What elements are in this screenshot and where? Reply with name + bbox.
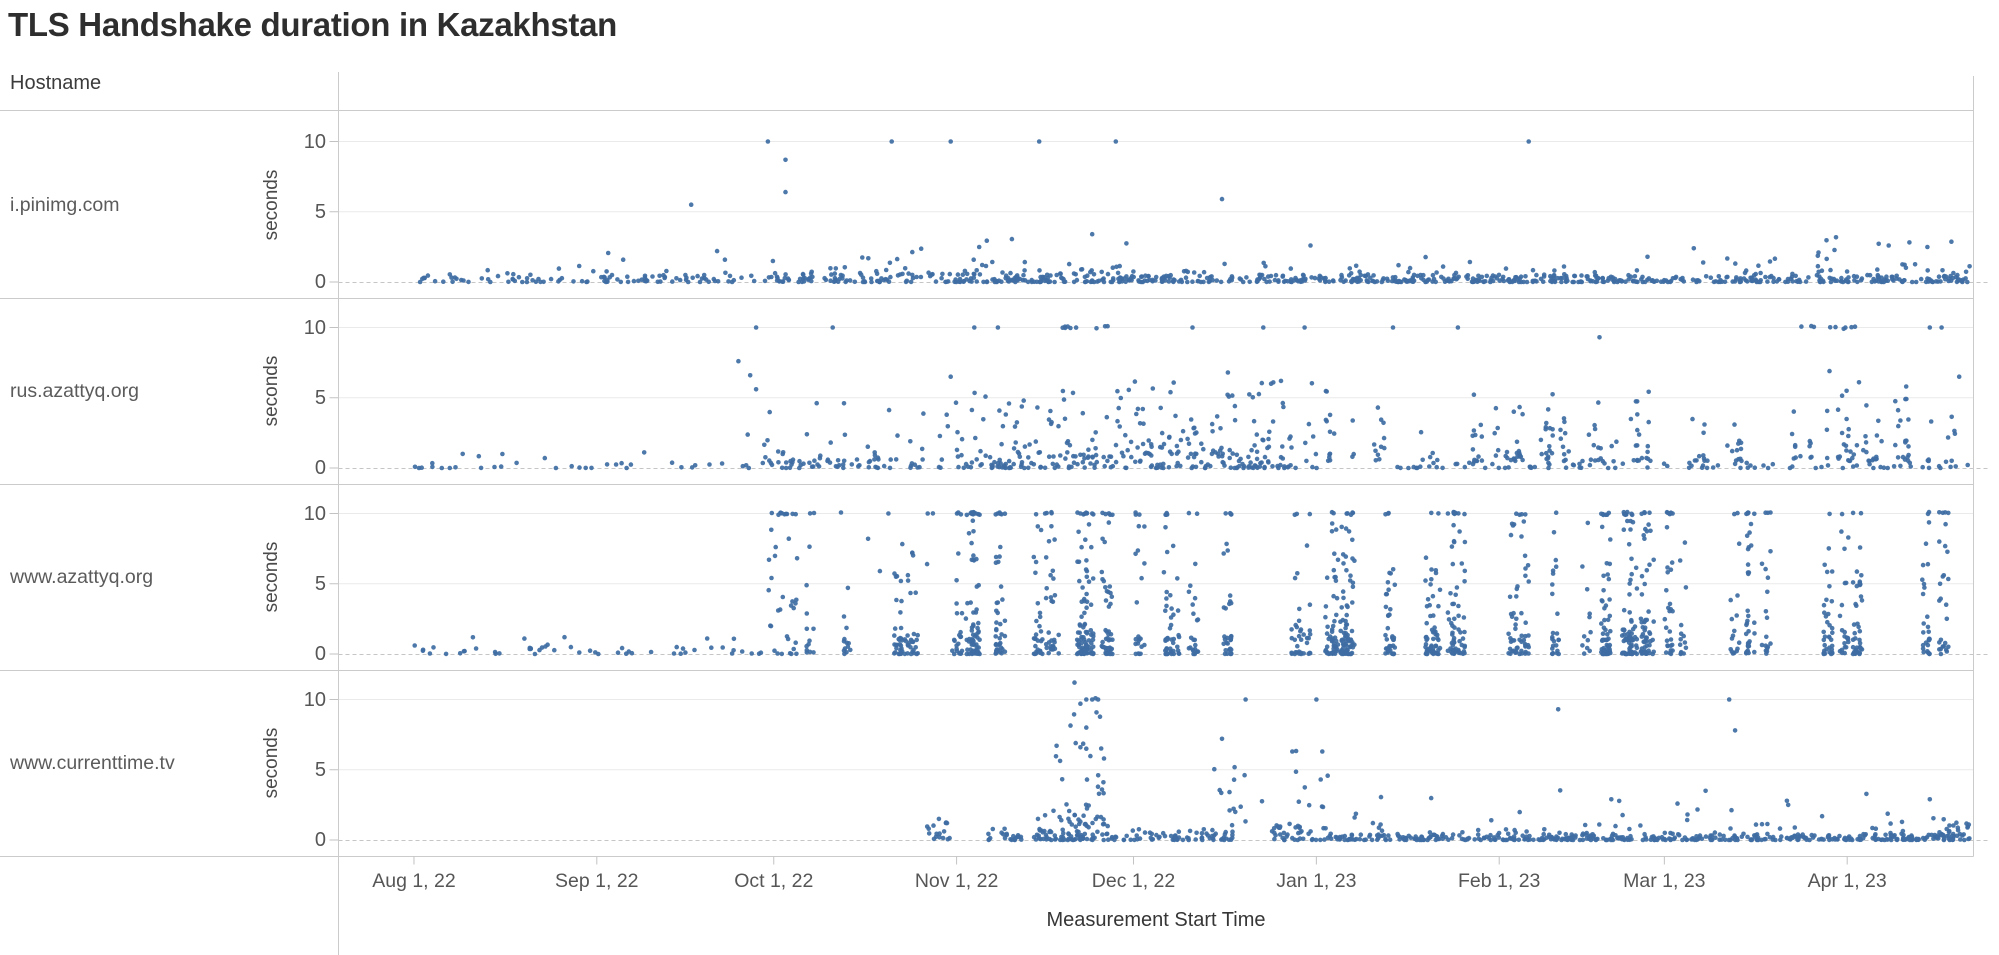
y-tick-label: 10 [303,130,326,153]
y-axis-title-seconds: seconds [261,541,282,613]
y-axis-title-seconds: seconds [261,727,282,799]
y-tick-label: 5 [314,386,326,409]
x-tick-label: Nov 1, 22 [914,870,999,892]
x-tick-label: Feb 1, 23 [1458,870,1541,892]
y-tick-label: 10 [303,316,326,339]
x-tick-label: Dec 1, 22 [1091,870,1176,892]
page-title: TLS Handshake duration in Kazakhstan [8,6,617,43]
hostname-column-header: Hostname [10,72,102,94]
x-tick-label: Mar 1, 23 [1623,870,1706,892]
x-tick-label: Jan 1, 23 [1276,870,1357,892]
scatter-points-i.pinimg.com [417,139,1972,285]
x-axis-title: Measurement Start Time [1046,909,1266,931]
facet-label-hostname: www.azattyq.org [10,566,154,588]
y-tick-label: 10 [303,688,326,711]
scatter-points-rus.azattyq.org [412,323,1970,471]
y-tick-label: 0 [314,829,326,851]
y-tick-label: 5 [314,200,326,223]
y-tick-label: 5 [314,758,326,781]
facet-label-hostname: rus.azattyq.org [10,380,139,402]
y-tick-label: 0 [314,271,326,293]
y-tick-label: 10 [303,502,326,525]
y-tick-label: 0 [314,457,326,479]
facet-label-hostname: i.pinimg.com [10,194,120,216]
x-tick-label: Apr 1, 23 [1807,870,1887,892]
y-tick-label: 0 [314,643,326,665]
y-axis-title-seconds: seconds [261,169,282,241]
y-axis-title-seconds: seconds [261,355,282,427]
facet-label-hostname: www.currenttime.tv [10,752,175,774]
x-tick-label: Oct 1, 22 [734,870,814,892]
scatter-points-www.currenttime.tv [924,680,1972,843]
x-tick-label: Sep 1, 22 [555,870,639,892]
scatter-points-www.azattyq.org [412,509,1951,657]
x-tick-label: Aug 1, 22 [372,870,456,892]
y-tick-label: 5 [314,572,326,595]
